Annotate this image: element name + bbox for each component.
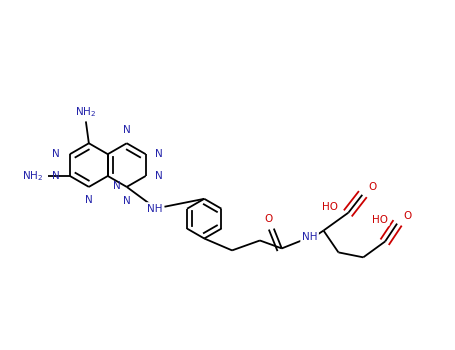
Text: NH: NH bbox=[147, 204, 162, 214]
Text: N: N bbox=[123, 125, 131, 135]
Text: O: O bbox=[403, 211, 411, 220]
Text: N: N bbox=[52, 149, 60, 159]
Text: O: O bbox=[265, 214, 273, 224]
Text: N: N bbox=[155, 149, 162, 159]
Text: N: N bbox=[52, 171, 60, 181]
Text: NH: NH bbox=[302, 231, 317, 242]
Text: N: N bbox=[123, 196, 131, 206]
Text: HO: HO bbox=[323, 202, 339, 212]
Text: NH$_2$: NH$_2$ bbox=[21, 169, 43, 183]
Text: O: O bbox=[368, 182, 376, 192]
Text: N: N bbox=[113, 181, 121, 191]
Text: NH$_2$: NH$_2$ bbox=[75, 106, 96, 119]
Text: HO: HO bbox=[372, 215, 388, 225]
Text: N: N bbox=[155, 171, 162, 181]
Text: N: N bbox=[85, 195, 93, 205]
